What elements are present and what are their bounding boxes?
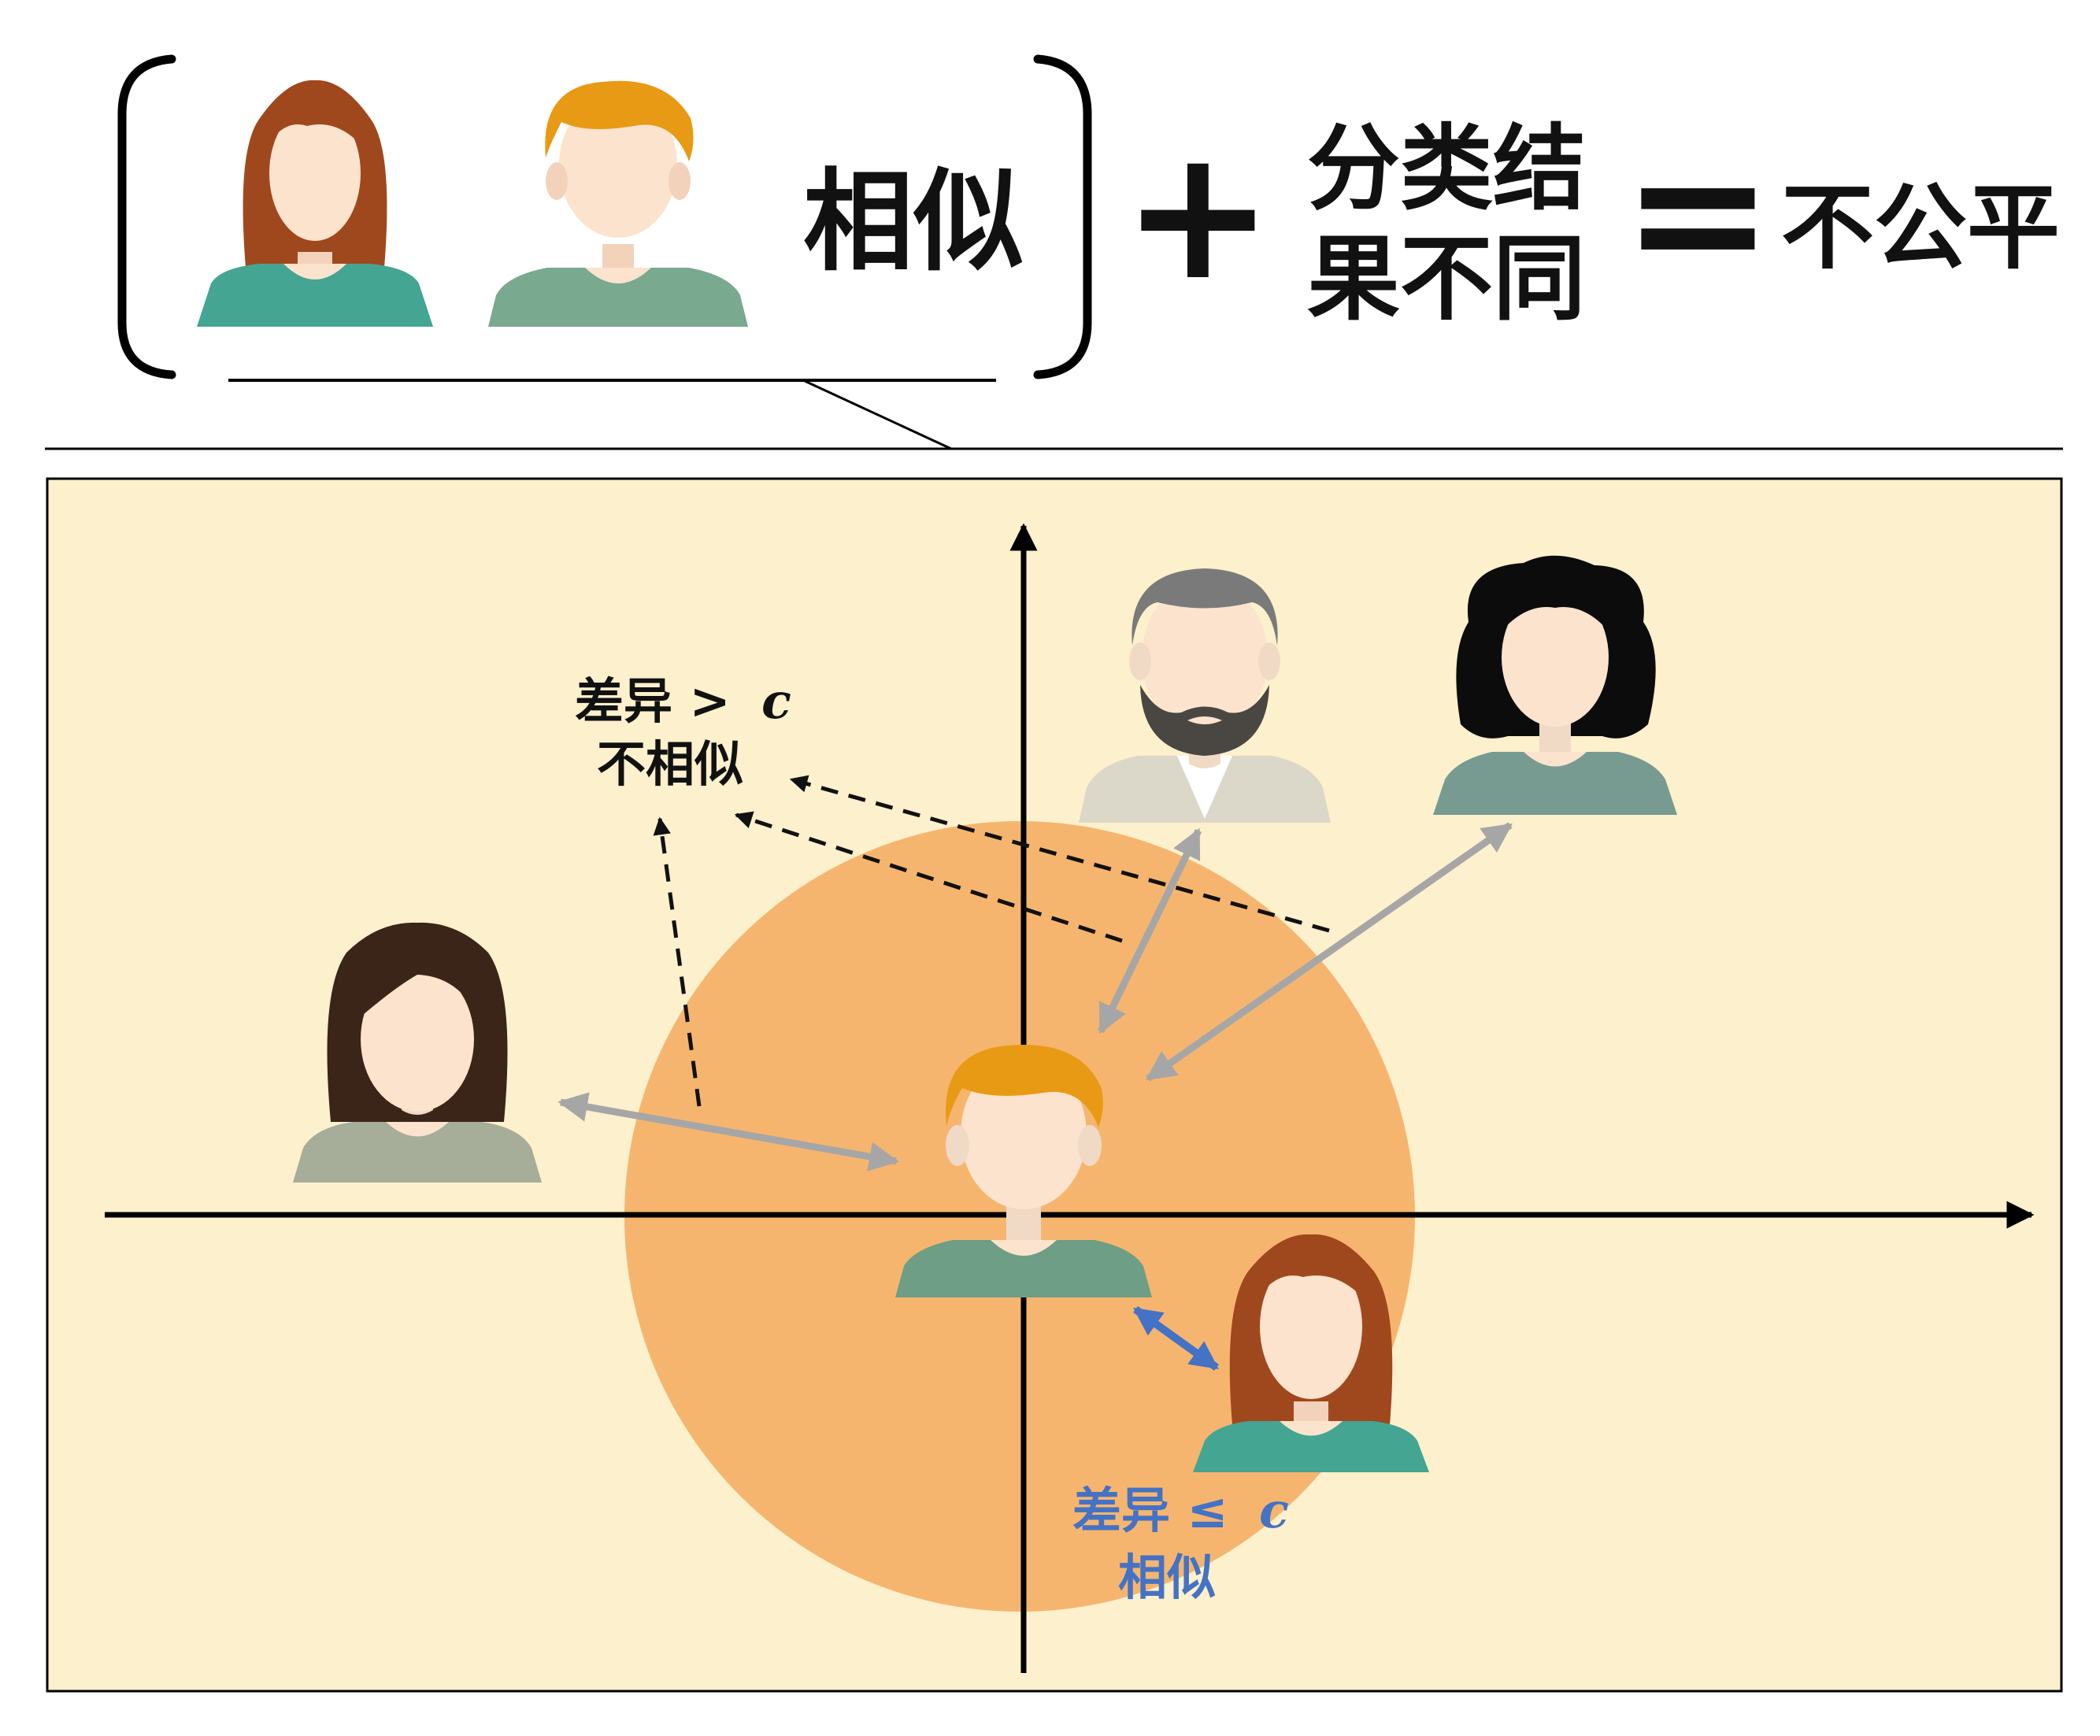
- similar-distance-arrow: [1133, 1305, 1219, 1371]
- distance-arrow-brown-hair: [557, 1092, 899, 1172]
- conclusion-unfair: 不公平: [1781, 173, 2060, 282]
- woman-red-hair-similar-avatar: [1193, 1234, 1429, 1472]
- embedding-space-panel: 差异 > c 不相似 差异 ≤ c 相似: [46, 477, 2063, 1693]
- similar-diff-label: 差异 ≤ c: [1072, 1482, 1289, 1539]
- man-grey-beard-avatar: [1079, 568, 1331, 823]
- dashed-pointer-1: [653, 816, 702, 1107]
- man-blond-hair-center-avatar: [895, 1045, 1152, 1297]
- woman-brown-hair-avatar: [293, 922, 542, 1183]
- distance-arrow-black-hair: [1145, 822, 1513, 1082]
- result-line-2: 果不同: [1307, 224, 1586, 333]
- woman-black-hair-avatar: [1433, 555, 1677, 815]
- similar-label: 相似: [803, 158, 1024, 287]
- dissimilar-verdict: 不相似: [597, 735, 743, 793]
- dissimilar-diff-text: 差异 >: [575, 672, 731, 730]
- equation-row: 相似 + 分类结 果不同 = 不公平: [45, 54, 2063, 450]
- woman-red-hair-avatar: [197, 80, 433, 327]
- callout-connector: [802, 379, 952, 450]
- left-bracket: [117, 54, 176, 379]
- plus-sign: +: [1122, 110, 1274, 320]
- right-bracket: [1033, 54, 1092, 379]
- equals-sign: =: [1622, 109, 1774, 319]
- dashed-pointer-2: [734, 811, 1123, 943]
- dissimilar-threshold: c: [761, 672, 791, 730]
- dissimilar-diff-label: 差异 > c: [575, 672, 791, 730]
- man-blond-hair-avatar: [488, 80, 748, 327]
- similar-verdict: 相似: [1118, 1549, 1216, 1606]
- result-line-1: 分类结: [1307, 114, 1586, 223]
- similar-diff-text: 差异 ≤: [1072, 1482, 1228, 1539]
- similar-threshold: c: [1259, 1482, 1289, 1539]
